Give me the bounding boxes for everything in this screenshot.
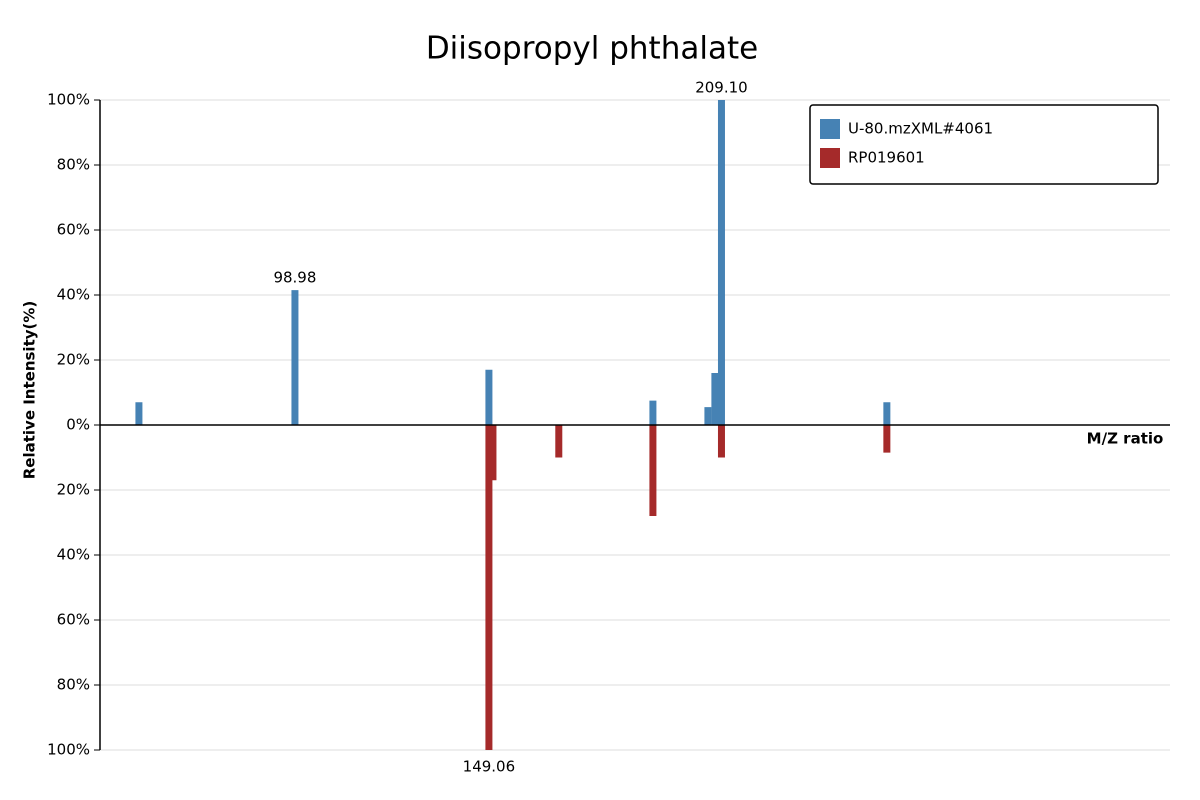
bar [717, 100, 725, 425]
bar [717, 425, 725, 458]
y-tick-label: 80% [57, 676, 90, 694]
legend-swatch [820, 119, 840, 139]
bar [883, 402, 891, 425]
y-axis-label: Relative Intensity(%) [21, 301, 39, 480]
bar [883, 425, 891, 453]
bar [649, 425, 657, 516]
y-tick-label: 100% [47, 91, 90, 109]
legend-label: RP019601 [848, 149, 925, 167]
legend-box [809, 104, 1159, 185]
y-tick-label: 60% [57, 221, 90, 239]
bar [555, 425, 563, 458]
y-tick-label: 60% [57, 611, 90, 629]
bar [135, 402, 143, 425]
bar [485, 425, 493, 750]
legend-label: U-80.mzXML#4061 [848, 120, 993, 138]
peak-label: 149.06 [463, 758, 516, 776]
bar [704, 407, 712, 425]
bar [649, 400, 657, 425]
y-tick-label: 40% [57, 546, 90, 564]
y-tick-label: 40% [57, 286, 90, 304]
bar [489, 425, 497, 481]
bar [485, 369, 493, 425]
y-tick-label: 80% [57, 156, 90, 174]
peak-label: 98.98 [273, 269, 316, 287]
x-axis-label: M/Z ratio [1087, 430, 1164, 448]
peak-label: 209.10 [695, 79, 748, 97]
y-tick-label: 100% [47, 741, 90, 759]
y-tick-label: 20% [57, 481, 90, 499]
bar [711, 373, 719, 425]
y-tick-label: 0% [66, 416, 90, 434]
legend-swatch [820, 148, 840, 168]
bar [291, 290, 299, 425]
y-tick-label: 20% [57, 351, 90, 369]
chart-title: Diisopropyl phthalate [426, 31, 758, 67]
